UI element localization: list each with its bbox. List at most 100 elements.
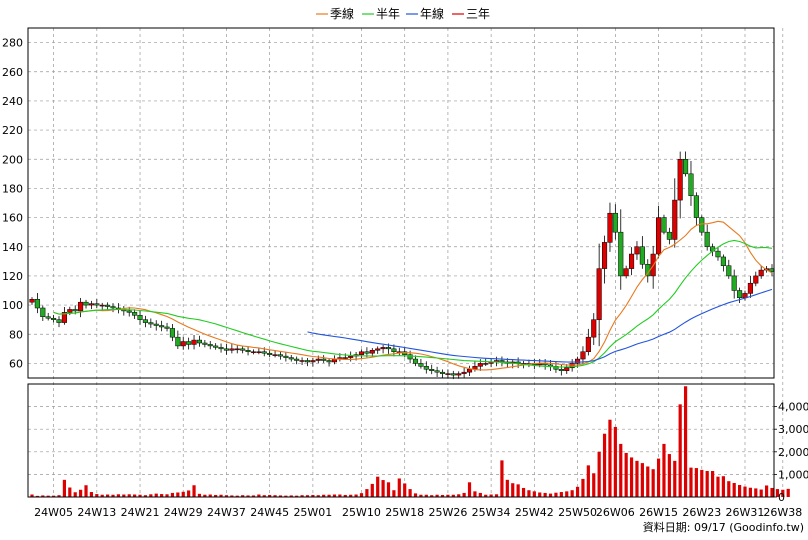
volume-bar [538,492,542,497]
volume-bar [35,495,40,497]
ma-line-year [307,288,773,363]
volume-bar [295,495,299,497]
volume-bar [511,483,515,497]
legend-label-half-year: 半年 [376,7,400,21]
volume-bar [473,491,477,497]
candle-body [380,347,386,350]
volume-bar [440,494,445,497]
price-axis-ticks: 60 80 100 120 140 160 180 200 220 240 260 280 [2,37,23,371]
x-tick-label: 24W13 [77,506,116,519]
volume-bar [138,494,142,497]
candle-body [456,373,462,376]
volume-bar [494,494,499,497]
candle-body [218,347,224,350]
volume-bar [700,469,704,497]
volume-bar [754,488,758,497]
candle-body [267,352,273,355]
volume-bar [316,495,320,497]
data-date-credit: 資料日期: 09/17 (Goodinfo.tw) [643,520,804,534]
volume-bar [332,494,337,497]
volume-bar [111,494,115,497]
volume-bar [467,482,472,497]
volume-bar [743,486,747,497]
price-panel-border [27,27,775,379]
volume-bar [721,476,725,497]
candle-body [580,351,586,360]
price-tick-label: 240 [2,95,23,108]
candle-body [245,350,251,352]
volume-bar [559,492,563,497]
volume-tick-label: 3,000 [778,423,808,436]
volume-bar [89,492,94,497]
candle-body [445,373,451,375]
candle-body [153,323,159,326]
x-tick-label: 26W06 [596,506,635,519]
candle-body [213,345,219,348]
candle-body [672,199,678,240]
grid [28,28,784,498]
volume-bar [214,494,218,497]
candle-body [693,195,699,218]
x-tick-label: 24W29 [164,506,203,519]
volume-bar [732,482,736,497]
volume-bar [413,493,418,497]
volume-bar [586,465,590,497]
volume-bar [122,494,126,497]
volume-bar [30,494,34,497]
volume-bar [775,489,780,497]
volume-tick-label: 1,000 [778,468,808,481]
volume-bar [100,494,104,497]
candle-body [304,360,311,363]
volume-bar [635,460,639,497]
candle-body [56,319,62,323]
x-tick-label: 25W18 [385,506,424,519]
volume-bar [543,492,547,497]
volume-bar [570,490,574,497]
x-tick-label: 26W23 [682,506,721,519]
candle-body [148,322,154,325]
x-tick-label: 24W05 [34,506,73,519]
volume-bar [646,466,650,497]
volume-bar [149,494,153,497]
candle-body [634,246,640,255]
volume-bar [365,489,369,497]
volume-bar [370,483,374,497]
ma-line-quarter [53,220,773,371]
candle-body [207,344,213,347]
volume-bar [219,494,223,497]
price-tick-label: 140 [2,241,23,254]
volume-bar [505,479,509,497]
volume-bar [62,479,67,497]
candle-body [618,231,624,277]
volume-bar [710,471,715,497]
price-tick-label: 120 [2,270,23,283]
volume-bar [786,488,790,497]
volume-bar [554,492,558,497]
candle-body [602,242,608,269]
price-tick-label: 100 [2,299,23,312]
candle-body [142,319,148,323]
x-tick-label: 25W50 [558,506,597,519]
candle-body [191,339,197,345]
candle-body [423,366,429,370]
volume-bar [419,494,423,497]
candle-body [558,369,564,371]
volume-bar [165,494,169,497]
candle-body [758,269,764,277]
volume-bar [52,495,56,497]
candle-body [731,275,737,291]
plot-frame [27,27,775,498]
candle-body [294,358,300,361]
volume-panel-border [27,383,775,498]
volume-bar [127,494,131,497]
volume-bar [181,491,185,497]
volume-bar [662,443,666,497]
candle-body [607,212,613,243]
volume-bar [446,494,450,497]
candle-body [629,253,635,269]
legend: 季線 半年 年線 三年 [316,6,490,21]
volume-bar [602,433,607,497]
volume-bar [764,485,769,497]
volume-bar [408,489,412,497]
